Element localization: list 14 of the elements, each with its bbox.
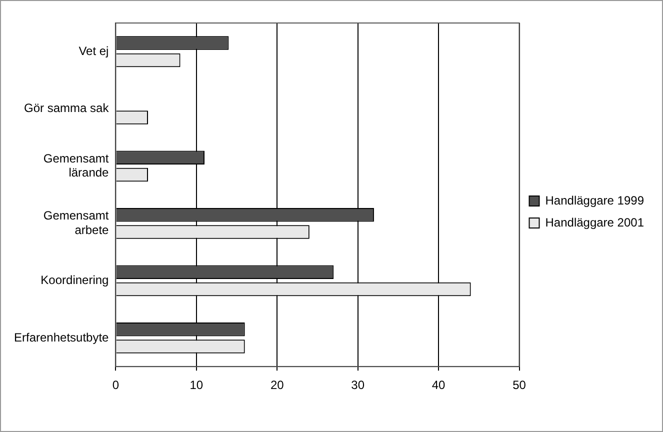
x-tick-label: 30 <box>351 378 365 392</box>
x-tick-label: 40 <box>432 378 446 392</box>
x-tick-label: 0 <box>112 378 120 392</box>
x-tick-label: 10 <box>190 378 204 392</box>
y-tick-label: Erfarenhetsutbyte <box>14 330 110 344</box>
legend-label: Handläggare 2001 <box>545 215 644 230</box>
y-tick-label: Vet ej <box>78 44 109 58</box>
legend-label: Handläggare 1999 <box>545 193 644 208</box>
x-tick-label: 20 <box>270 378 284 392</box>
y-tick-label: Koordinering <box>40 273 109 288</box>
y-tick-label: Gör samma sak <box>24 101 110 116</box>
y-tick-label: Gemensamt lärande <box>43 151 110 180</box>
y-tick-label: Gemensamt arbete <box>43 208 110 237</box>
x-tick-label: 50 <box>512 378 526 392</box>
